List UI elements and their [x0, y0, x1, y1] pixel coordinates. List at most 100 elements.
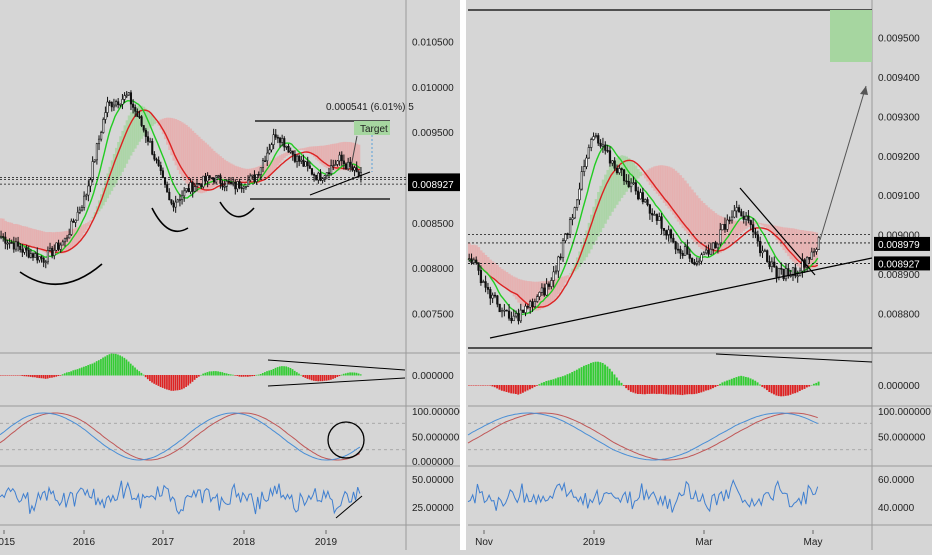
rsi-line	[0, 480, 361, 515]
candle-body	[646, 199, 649, 206]
ichimoku-cloud-segment	[510, 275, 513, 294]
ascending-trendline	[489, 257, 873, 339]
candle-body	[278, 137, 282, 143]
ichimoku-cloud-segment	[276, 156, 280, 166]
oscillator-bar	[40, 375, 43, 379]
candle-body	[740, 211, 743, 217]
candle-body	[475, 259, 478, 264]
oscillator-bar	[601, 363, 604, 386]
candle-body	[477, 262, 480, 271]
oscillator-bar	[276, 367, 279, 376]
candle-body	[489, 289, 492, 299]
ichimoku-cloud-segment	[587, 222, 591, 254]
candle-body	[590, 139, 593, 148]
ichimoku-cloud-segment	[526, 281, 530, 309]
oscillator-bar	[334, 375, 337, 379]
candle-body	[42, 258, 45, 263]
ichimoku-cloud-segment	[176, 119, 180, 171]
candle-body	[705, 249, 708, 254]
ichimoku-cloud-segment	[327, 144, 331, 170]
ichimoku-cloud-segment	[742, 221, 746, 231]
oscillator-bar	[283, 366, 285, 376]
oscillator-bar	[336, 375, 339, 377]
oscillator-bar	[198, 375, 200, 377]
ichimoku-cloud-segment	[185, 124, 188, 184]
ichimoku-cloud-segment	[183, 123, 186, 181]
oscillator-bar	[42, 375, 45, 379]
candle-body	[157, 159, 160, 166]
oscillator-bar	[493, 385, 496, 388]
oscillator-bar	[70, 371, 72, 376]
ichimoku-cloud-segment	[132, 109, 135, 152]
candle-body	[266, 152, 269, 162]
ichimoku-cloud-segment	[477, 247, 481, 264]
ichimoku-cloud-segment	[308, 146, 312, 153]
ichimoku-cloud-segment	[123, 125, 127, 168]
ichimoku-cloud-segment	[468, 242, 471, 260]
oscillator-bar	[176, 375, 179, 391]
candle-body	[17, 241, 20, 247]
candle-body	[51, 247, 54, 256]
candle-body	[756, 234, 759, 242]
ichimoku-cloud-segment	[672, 168, 675, 215]
ichimoku-cloud-segment	[159, 119, 163, 130]
oscillator-bar	[519, 385, 522, 394]
candle-body	[784, 268, 788, 280]
oscillator-bar	[681, 385, 684, 396]
candle-body	[74, 219, 77, 223]
candle-body	[46, 250, 49, 263]
oscillator-bar	[304, 375, 307, 378]
right-chart-panel: 0.009500 0.009400 0.009300 0.009200 0.009100…	[467, 0, 932, 550]
oscillator-bar	[151, 375, 153, 383]
candle-body	[719, 229, 722, 245]
ichimoku-cloud-segment	[775, 225, 779, 241]
candle-body	[268, 149, 271, 154]
oscillator-bar	[475, 385, 477, 386]
ichimoku-cloud-segment	[597, 191, 600, 237]
ichimoku-cloud-segment	[306, 147, 310, 152]
ichimoku-cloud-segment	[693, 192, 697, 243]
ichimoku-cloud-segment	[655, 165, 659, 194]
candle-body	[129, 92, 133, 105]
oscillator-bar	[321, 375, 324, 382]
oscillator-bar	[674, 385, 677, 395]
ichimoku-cloud-segment	[85, 223, 88, 230]
oscillator-bar	[805, 385, 808, 388]
candle-body	[514, 313, 518, 317]
ichimoku-cloud-segment	[615, 158, 619, 205]
oscillator-bar	[728, 379, 731, 386]
candle-body	[61, 241, 64, 246]
oscillator-bar	[123, 357, 126, 376]
price-axis-label: 0.010000	[412, 83, 454, 94]
oscillator-bar	[550, 379, 553, 386]
candle-body	[351, 166, 354, 171]
ichimoku-cloud-segment	[29, 228, 33, 247]
oscillator-bar	[730, 378, 733, 386]
ichimoku-cloud-segment	[611, 162, 614, 212]
oscillator-bar	[95, 361, 98, 376]
candle-body	[70, 220, 73, 235]
ichimoku-cloud-segment	[142, 106, 146, 136]
candle-body	[359, 172, 362, 177]
oscillator-bar	[353, 372, 356, 376]
oscillator-bar	[36, 375, 38, 378]
oscillator-bar	[119, 355, 121, 376]
price-label-text: 0.008927	[412, 180, 454, 191]
candle-body	[606, 150, 609, 152]
ichimoku-cloud-segment	[613, 159, 617, 209]
oscillator-bar	[627, 385, 630, 391]
candle-body	[93, 159, 96, 162]
ichimoku-cloud-segment	[690, 189, 694, 240]
candle-body	[291, 150, 294, 155]
oscillator-bar	[651, 385, 653, 394]
oscillator-bar	[17, 375, 19, 376]
candle-body	[641, 192, 644, 203]
candle-body	[594, 135, 598, 137]
oscillator-bar	[505, 385, 508, 392]
candle-body	[773, 261, 776, 268]
ichimoku-cloud-segment	[592, 206, 596, 245]
candle-body	[507, 310, 511, 319]
candle-body	[251, 174, 254, 177]
candle-body	[242, 186, 245, 189]
candle-body	[253, 174, 256, 182]
